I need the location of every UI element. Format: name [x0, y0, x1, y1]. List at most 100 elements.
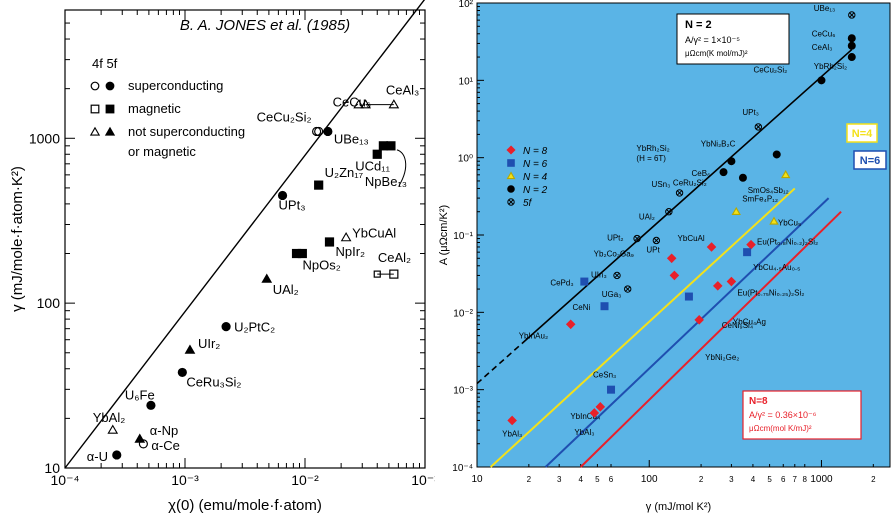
- right-x-tick-label: 8: [803, 475, 808, 484]
- right-point-0: [848, 11, 856, 19]
- right-point-12-ring: [633, 234, 641, 243]
- right-legend-marker-0: [506, 145, 516, 155]
- left-point-ceal2-b: [373, 270, 381, 278]
- left-x-tick-label: 10⁻⁴: [51, 472, 80, 488]
- right-point-label: UGa₃: [602, 290, 622, 299]
- right-point-3: [847, 53, 856, 62]
- left-point-15: [314, 180, 324, 190]
- right-x-tick-label: 6: [609, 475, 614, 484]
- right-point-34: [507, 415, 517, 426]
- left-point-21: [386, 141, 396, 151]
- right-point-label: YbRh₂Si₂: [814, 62, 847, 71]
- left-point-7: [221, 322, 231, 332]
- left-x-tick-label: 10⁻¹: [411, 472, 435, 488]
- right-legend-label: N = 4: [523, 172, 548, 183]
- right-annotation-n6: N=6: [853, 150, 887, 170]
- left-point-17: [314, 126, 324, 137]
- right-annotation-n8-title: N=8: [749, 396, 768, 407]
- right-point-20: [669, 270, 680, 281]
- right-point-2: [847, 41, 856, 50]
- right-point-label: CeRu₂Si₂: [673, 179, 707, 188]
- right-annotation-n2-unit: μΩcm(K mol/mJ)²: [685, 49, 748, 58]
- right-legend-label: N = 8: [523, 146, 548, 157]
- right-legend-marker-2: [506, 171, 516, 180]
- left-point-5: [177, 367, 187, 378]
- right-point-label: CeAl₃: [812, 43, 833, 52]
- left-legend-label: magnetic: [128, 101, 181, 116]
- right-point-0-cross: [849, 12, 855, 18]
- right-annotation-n4-box: [846, 123, 878, 143]
- right-point-label: UBe₁₃: [814, 4, 836, 13]
- left-legend-label: not superconducting: [128, 124, 245, 139]
- right-point-16-cross: [625, 286, 631, 292]
- right-y-tick-label: 10⁰: [458, 154, 473, 165]
- right-y-tick-label: 10⁻⁴: [452, 463, 473, 474]
- right-point-32: [595, 402, 606, 412]
- left-legend-label: or magnetic: [128, 144, 196, 159]
- left-point-label: UBe₁₃: [334, 131, 369, 146]
- left-point-label: UCd₁₁: [355, 158, 390, 173]
- right-point-label: USn₃: [652, 180, 671, 189]
- left-point-19: [372, 149, 382, 159]
- right-point-31: [607, 385, 616, 394]
- left-legend-marker-circle-open: [90, 81, 100, 91]
- left-point-4: [146, 400, 156, 410]
- right-point-label: CeCu₂Si₂: [753, 65, 787, 74]
- right-point-13-cross: [653, 237, 659, 244]
- right-point-label: UPt: [646, 245, 660, 254]
- right-point-29: [684, 292, 693, 301]
- right-point-label: UPt₂: [607, 234, 623, 243]
- right-legend-marker-4-cross: [508, 199, 514, 205]
- right-point-label: CeSn₃: [593, 371, 616, 380]
- right-x-tick-label: 4: [751, 475, 756, 484]
- right-y-tick-label: 10⁻²: [453, 308, 473, 319]
- right-x-tick-label: 7: [793, 475, 798, 484]
- right-point-21: [781, 169, 791, 179]
- right-point-label: YbInCu₄: [570, 412, 600, 421]
- left-point-8: [261, 273, 273, 283]
- right-x-tick-label: 1000: [810, 474, 833, 485]
- right-point-label: YbCu₄.₅Au₀.₅: [753, 263, 800, 272]
- right-point-18: [600, 302, 609, 311]
- left-x-axis-label: χ(0) (emu/mole·f·atom): [168, 497, 322, 514]
- right-point-17: [580, 277, 589, 286]
- right-point-label: UAl₂: [639, 213, 655, 222]
- right-point-label: YbRh₂Si₂: [636, 144, 669, 153]
- left-point-6: [184, 344, 196, 354]
- right-point-label: Yb₂Co₃Ga₉: [594, 249, 634, 258]
- left-npbe13-arrow: [396, 149, 407, 187]
- left-legend-marker-square-filled: [105, 104, 115, 114]
- right-x-tick-label: 5: [595, 475, 600, 484]
- right-point-13-ring: [652, 236, 661, 245]
- right-annotation-n4: N=4: [846, 123, 878, 143]
- left-y-axis-label: γ (mJ/mole·f·atom·K²): [9, 166, 26, 312]
- right-point-label: Eu(Pt₀.₇₅Ni₀.₂₅)₂Si₂: [737, 289, 804, 298]
- right-point-label: UIn₃: [591, 270, 607, 279]
- right-point-11-cross: [666, 209, 672, 215]
- right-point-15-cross: [614, 272, 620, 279]
- right-annotation-n2: N = 2 A/γ² = 1×10⁻⁵ μΩcm(K mol/mJ)²: [676, 13, 790, 65]
- left-point-label: α-U: [87, 449, 108, 464]
- left-point-23: [360, 99, 371, 109]
- left-point-label: YbAl₂: [93, 410, 126, 425]
- right-annotation-n8-box: [742, 390, 862, 440]
- left-legend-marker-triangle-filled: [104, 126, 116, 136]
- left-point-label: U₆Fe: [125, 387, 155, 402]
- right-legend-marker-3: [507, 185, 515, 193]
- left-y-tick-label: 10: [44, 460, 60, 476]
- right-y-tick-label: 10¹: [459, 76, 474, 87]
- right-point-label: YbCu₄Ag: [733, 318, 766, 327]
- right-x-tick-label: 2: [871, 475, 876, 484]
- right-x-tick-label: 10: [471, 474, 483, 485]
- left-point-label: CeCu₆: [333, 95, 371, 110]
- right-point-5: [754, 123, 763, 131]
- right-point-16: [624, 285, 632, 293]
- right-legend-label: 5f: [523, 198, 533, 209]
- right-point-14: [666, 253, 677, 264]
- right-point-label: YbAl₃: [574, 428, 594, 437]
- right-legend-marker-1: [507, 159, 515, 167]
- right-point-label: CeNi: [573, 303, 591, 312]
- right-y-tick-label: 10²: [459, 0, 474, 10]
- right-legend-marker-4: [507, 198, 515, 206]
